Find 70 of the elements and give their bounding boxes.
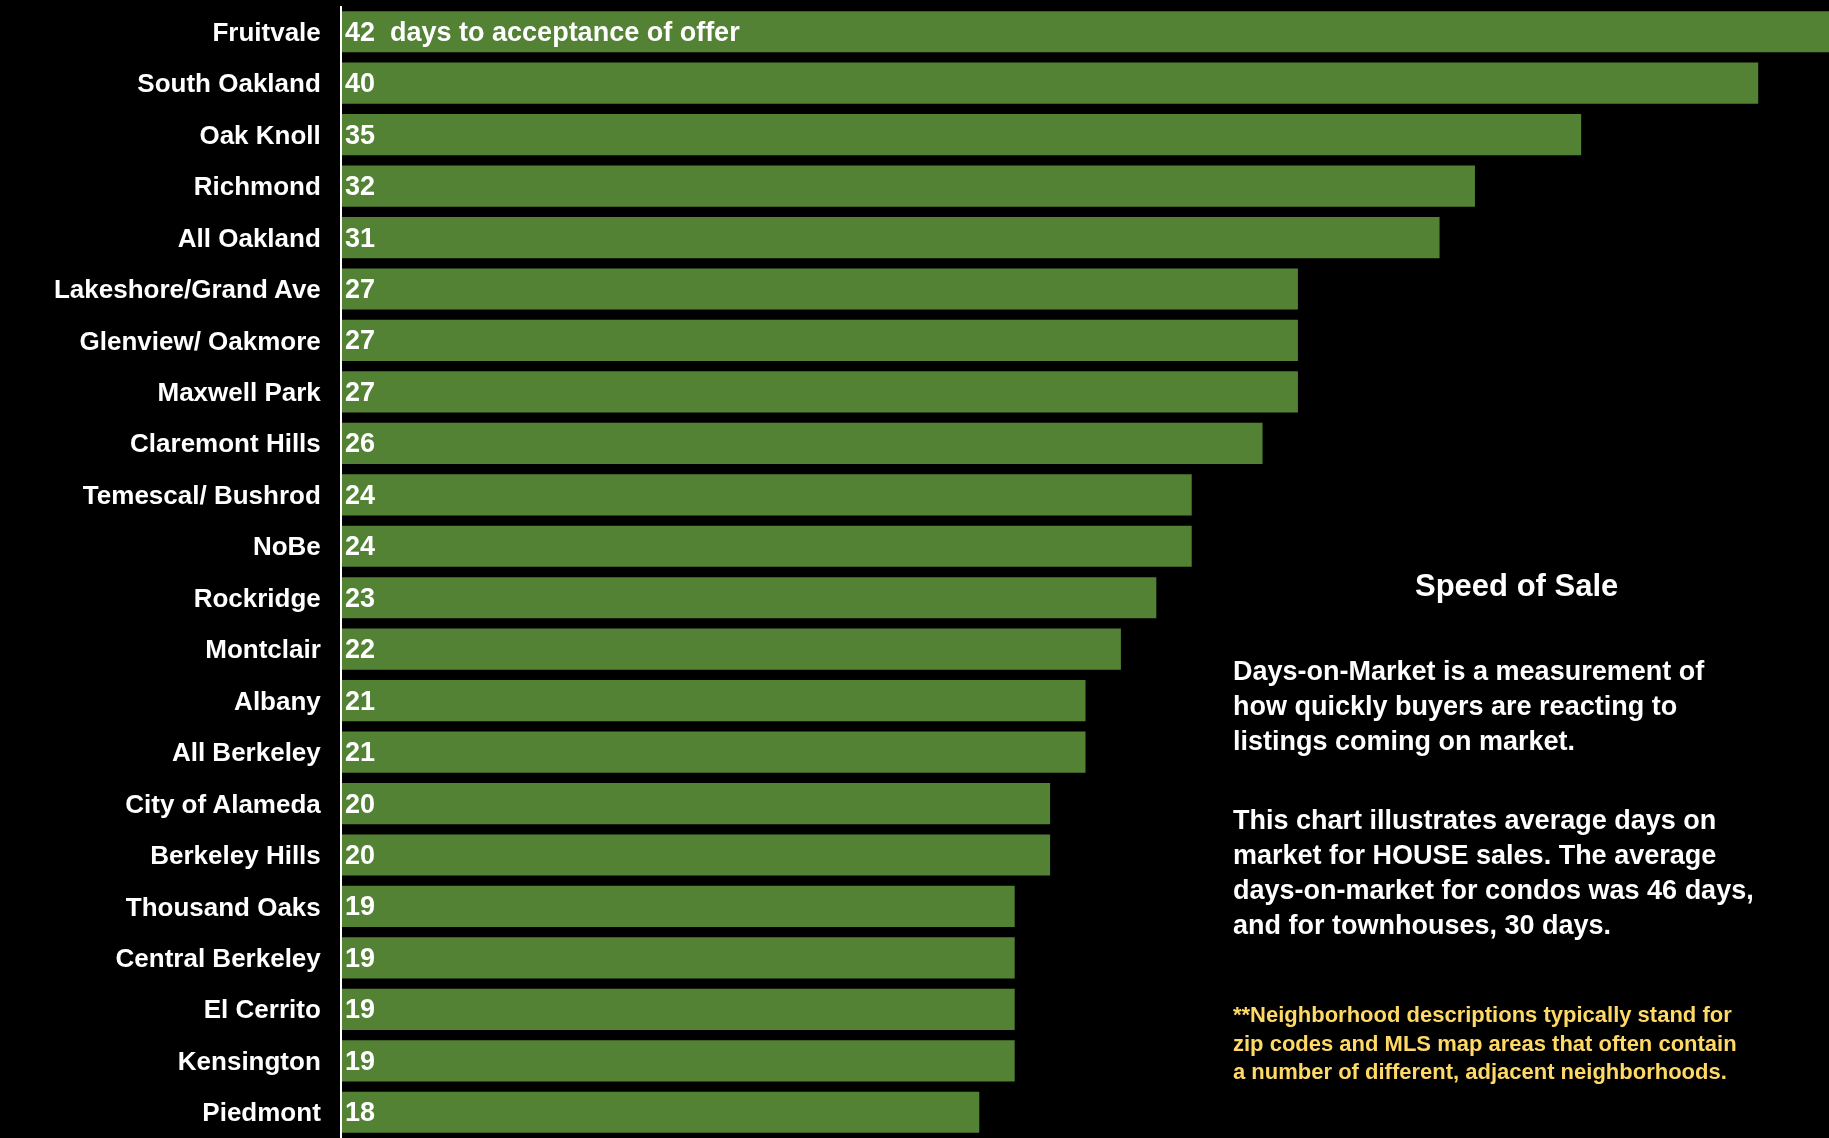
y-tick-label: Berkeley Hills bbox=[150, 840, 321, 871]
data-label: 24 bbox=[345, 531, 376, 562]
data-label: 40 bbox=[345, 68, 376, 99]
bar bbox=[342, 937, 1015, 979]
data-label: 35 bbox=[345, 119, 376, 150]
y-tick-label: Kensington bbox=[177, 1045, 321, 1076]
bar bbox=[342, 731, 1086, 773]
bar bbox=[342, 782, 1051, 825]
y-tick-label: Central Berkeley bbox=[115, 943, 322, 974]
data-label: 42 days to acceptance of offer bbox=[345, 16, 741, 47]
data-label: 19 bbox=[345, 942, 376, 973]
data-label: 19 bbox=[345, 1045, 376, 1076]
bar bbox=[342, 62, 1759, 104]
y-tick-label: Fruitvale bbox=[212, 16, 321, 47]
text: Speed of Sale bbox=[1415, 568, 1619, 603]
y-tick-label: Rockridge bbox=[193, 582, 321, 613]
y-tick-label: Montclair bbox=[205, 634, 321, 665]
bar bbox=[342, 885, 1015, 928]
data-label: 20 bbox=[345, 788, 376, 819]
annotation: Days-on-Market is a measurement of how quickly buyers are reacting to listings coming on market. bbox=[1233, 656, 1706, 757]
bar bbox=[342, 474, 1192, 516]
y-tick-label: Maxwell Park bbox=[157, 377, 322, 408]
y-tick-label: NoBe bbox=[252, 531, 321, 562]
bar bbox=[342, 268, 1298, 310]
bar bbox=[342, 1040, 1015, 1082]
y-tick-label: Claremont Hills bbox=[130, 428, 321, 459]
y-tick-label: All Berkeley bbox=[171, 737, 322, 768]
data-label: 19 bbox=[345, 891, 376, 922]
data-label: 27 bbox=[345, 274, 376, 304]
data-label: 23 bbox=[345, 582, 376, 613]
data-label: 26 bbox=[345, 428, 376, 459]
bar bbox=[342, 628, 1121, 670]
annotation: **Neighborhood descriptions typically stand for zip codes and MLS map areas that often contain a number of different, adjacent neighborhoods. bbox=[1233, 1002, 1737, 1085]
bar bbox=[342, 1091, 980, 1133]
data-label: 20 bbox=[345, 840, 376, 870]
data-label: 32 bbox=[345, 171, 376, 202]
data-label: 18 bbox=[345, 1097, 376, 1128]
y-tick-label: Albany bbox=[234, 685, 322, 716]
data-label: 31 bbox=[345, 222, 376, 253]
bar bbox=[342, 216, 1440, 259]
y-tick-label: South Oakland bbox=[137, 68, 321, 99]
data-label: 22 bbox=[345, 634, 376, 665]
y-tick-label: City of Alameda bbox=[125, 788, 322, 819]
data-label: 27 bbox=[345, 376, 376, 407]
y-tick-label: All Oakland bbox=[177, 222, 321, 253]
bar bbox=[342, 11, 1829, 53]
bar bbox=[342, 680, 1086, 722]
bar bbox=[342, 114, 1582, 156]
y-tick-label: Piedmont bbox=[202, 1097, 322, 1128]
bar bbox=[342, 422, 1263, 464]
bar bbox=[342, 834, 1051, 876]
y-tick-label: Oak Knoll bbox=[199, 119, 321, 150]
y-tick-label: El Cerrito bbox=[203, 994, 321, 1025]
y-tick-label: Glenview/ Oakmore bbox=[79, 325, 321, 356]
y-tick-label: Richmond bbox=[193, 171, 321, 202]
y-tick-label: Thousand Oaks bbox=[125, 891, 321, 922]
data-label: 19 bbox=[345, 994, 376, 1025]
bar bbox=[342, 371, 1298, 413]
bar bbox=[342, 165, 1475, 207]
data-label: 24 bbox=[345, 479, 376, 510]
bar bbox=[342, 525, 1192, 567]
bar bbox=[342, 988, 1015, 1030]
data-label: 21 bbox=[345, 685, 376, 716]
bar bbox=[342, 319, 1298, 362]
y-tick-label: Lakeshore/Grand Ave bbox=[53, 274, 321, 305]
annotation: This chart illustrates average days on market for HOUSE sales. The average days-on-market for condos was 46 days, and for townhouses, 30 days. bbox=[1233, 805, 1754, 941]
bar bbox=[342, 577, 1157, 619]
y-tick-label: Temescal/ Bushrod bbox=[82, 479, 321, 510]
data-label: 21 bbox=[345, 737, 376, 768]
data-label: 27 bbox=[345, 325, 376, 356]
